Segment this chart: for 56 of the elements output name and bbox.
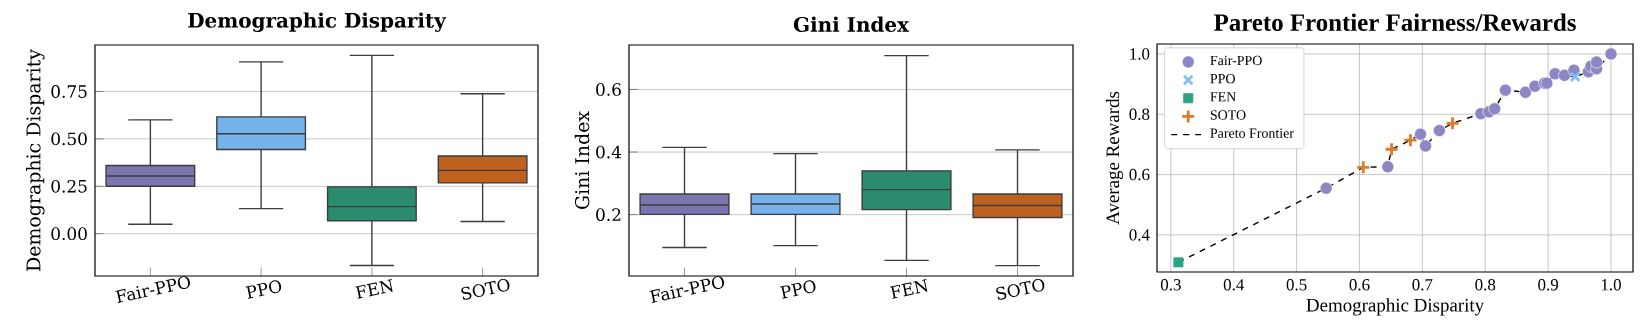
point bbox=[1499, 83, 1512, 97]
point bbox=[1319, 181, 1333, 195]
x-tick-label: 0.9 bbox=[1538, 279, 1559, 291]
chart-title: Gini Index bbox=[793, 16, 910, 32]
y-tick-label: 0.75 bbox=[51, 85, 87, 98]
x-tick-label: 0.5 bbox=[1286, 279, 1307, 291]
y-tick-label: 0.6 bbox=[1129, 168, 1150, 181]
x-tick-label: 0.6 bbox=[1349, 279, 1370, 291]
y-tick-label: 0.2 bbox=[596, 208, 621, 222]
point bbox=[1519, 85, 1532, 99]
x-tick-label: 1.0 bbox=[1601, 279, 1621, 291]
y-axis-title: Average Rewards bbox=[1105, 91, 1124, 225]
x-tick-label: 0.3 bbox=[1160, 279, 1181, 291]
x-tick-label: 0.4 bbox=[1223, 279, 1245, 291]
y-tick-label: 0.50 bbox=[51, 132, 87, 146]
y-tick-label: 0.8 bbox=[1129, 108, 1150, 121]
point bbox=[1590, 55, 1603, 69]
x-tick-label: 0.7 bbox=[1412, 279, 1433, 291]
point bbox=[1381, 160, 1395, 174]
y-tick-label: 0.00 bbox=[51, 227, 87, 241]
legend-label: Pareto Frontier bbox=[1210, 128, 1294, 138]
point bbox=[1558, 69, 1571, 82]
point bbox=[1488, 102, 1501, 116]
legend-label: PPO bbox=[1210, 73, 1235, 84]
point bbox=[1433, 124, 1446, 137]
y-axis-title: Demographic Disparity bbox=[25, 49, 45, 271]
point bbox=[1569, 71, 1581, 83]
y-tick-label: 0.4 bbox=[596, 145, 622, 159]
y-tick-label: 0.6 bbox=[596, 83, 621, 96]
x-tick-label: Fair-PPO bbox=[115, 276, 190, 303]
point bbox=[1403, 132, 1418, 148]
x-tick-label: FEN bbox=[889, 278, 928, 299]
point bbox=[1445, 115, 1460, 131]
point bbox=[1355, 159, 1371, 175]
x-tick-label: PPO bbox=[779, 280, 816, 299]
point bbox=[1419, 139, 1432, 153]
y-tick-label: 1.0 bbox=[1130, 48, 1150, 60]
y-tick-label: 0.4 bbox=[1129, 229, 1150, 241]
point bbox=[1173, 257, 1184, 268]
chart-title: Demographic Disparity bbox=[188, 12, 447, 32]
point bbox=[1414, 127, 1427, 141]
legend-label: SOTO bbox=[1210, 110, 1246, 120]
legend-label: FEN bbox=[1210, 92, 1236, 102]
chart-title: Pareto Frontier Fairness/Rewards bbox=[1214, 13, 1576, 31]
x-tick-label: FEN bbox=[355, 279, 393, 299]
x-tick-label: Fair-PPO bbox=[649, 276, 725, 303]
x-tick-label: PPO bbox=[245, 280, 282, 299]
x-tick-label: SOTO bbox=[461, 278, 510, 300]
y-axis-title: Gini Index bbox=[574, 111, 590, 209]
x-tick-label: SOTO bbox=[996, 278, 1045, 300]
legend-label: Fair-PPO bbox=[1210, 55, 1262, 66]
point bbox=[1604, 47, 1618, 61]
x-tick-label: 0.8 bbox=[1475, 279, 1496, 291]
x-axis-title: Demographic Disparity bbox=[1306, 298, 1485, 316]
point bbox=[1384, 141, 1399, 157]
y-tick-label: 0.25 bbox=[51, 179, 87, 193]
